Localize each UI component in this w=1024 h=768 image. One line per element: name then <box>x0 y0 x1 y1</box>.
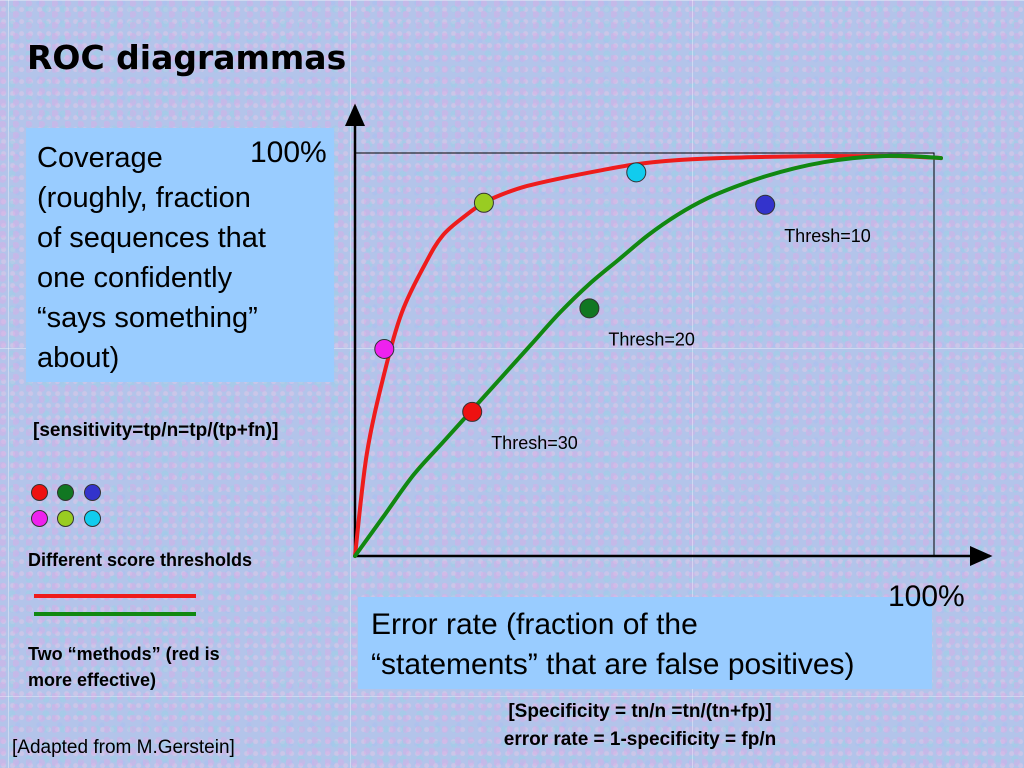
x-axis-description-line: Error rate (fraction of the <box>371 608 698 641</box>
legend-dot-red <box>31 484 48 501</box>
threshold-point-red-0 <box>374 338 395 359</box>
legend-dot-lime <box>57 510 74 527</box>
legend-dot-magenta <box>31 510 48 527</box>
y-axis-description-line: of sequences that <box>37 222 266 254</box>
x-axis-description-line: “statements” that are false positives) <box>371 648 855 681</box>
threshold-dots-legend <box>31 484 111 530</box>
series-layer <box>353 153 943 558</box>
legend-line-red <box>34 594 196 598</box>
thresholds-legend-label: Different score thresholds <box>28 550 253 570</box>
y-axis-description-line: one confidently <box>37 262 233 294</box>
threshold-label: Thresh=20 <box>608 329 695 349</box>
legend-dot-blue <box>84 484 101 501</box>
threshold-point-red-1 <box>473 192 494 213</box>
threshold-point-green-2 <box>755 194 776 215</box>
sensitivity-formula: [sensitivity=tp/n=tp/(tp+fn)] <box>33 420 279 441</box>
y-axis-max-label: 100% <box>250 136 327 169</box>
x-axis-max-label: 100% <box>888 580 965 613</box>
y-axis-description-line: Coverage <box>37 142 163 174</box>
y-axis-description-box: Coverage (roughly, fraction of sequences… <box>26 128 334 382</box>
specificity-formula: [Specificity = tn/n =tn/(tn+fp)] error r… <box>440 698 840 754</box>
threshold-label: Thresh=30 <box>491 433 578 453</box>
chart-plot-frame <box>354 152 935 557</box>
threshold-point-red-2 <box>626 162 647 183</box>
legend-dot-green <box>57 484 74 501</box>
roc-curve-red <box>353 153 943 558</box>
error-rate-formula-line: error rate = 1-specificity = fp/n <box>503 729 777 750</box>
threshold-label: Thresh=10 <box>784 226 871 246</box>
legend-dot-cyan <box>84 510 101 527</box>
source-credit: [Adapted from M.Gerstein] <box>12 737 235 758</box>
x-axis-description-box: Error rate (fraction of the “statements”… <box>358 597 932 689</box>
page-title: ROC diagrammas <box>27 38 347 77</box>
threshold-point-green-1 <box>579 298 600 319</box>
points-layer: Thresh=30 Thresh=20 Thresh=10 <box>374 162 871 453</box>
methods-legend-label: Two “methods” (red is more effective) <box>28 644 220 690</box>
y-axis-description-line: about) <box>37 342 120 374</box>
specificity-formula-line: [Specificity = tn/n =tn/(tn+fp)] <box>508 701 772 722</box>
legend-line-green <box>34 612 196 616</box>
roc-curve-green <box>353 153 943 558</box>
y-axis-description-line: “says something” <box>37 302 258 334</box>
threshold-point-green-0 <box>462 401 483 422</box>
y-axis-description-line: (roughly, fraction <box>37 182 251 214</box>
